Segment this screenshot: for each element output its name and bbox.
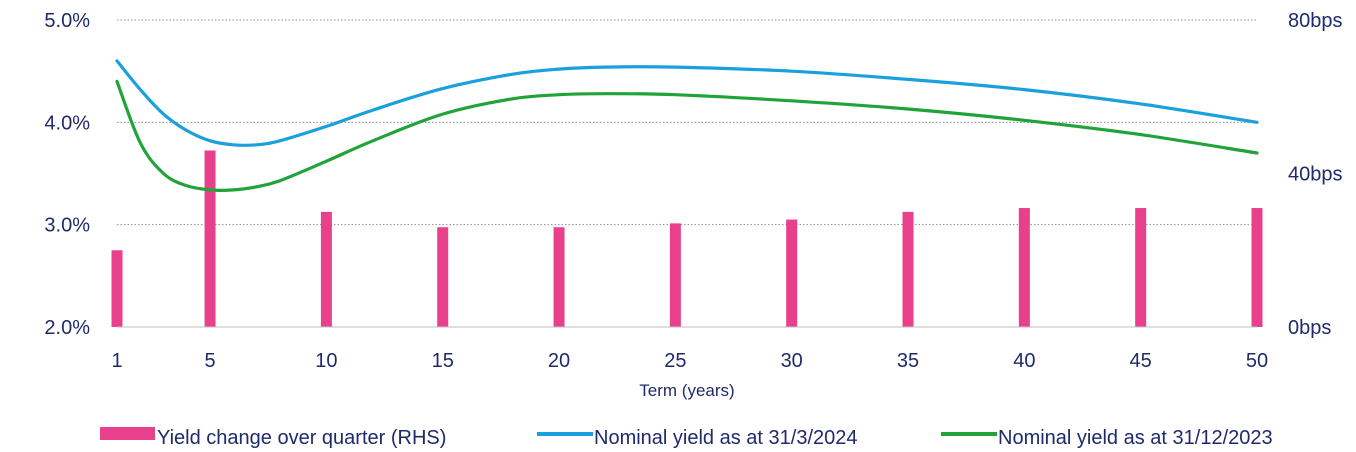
line-2024 bbox=[115, 59, 1259, 147]
gridlines bbox=[117, 19, 1257, 226]
bar bbox=[204, 150, 216, 327]
legend-label-line-2024: Nominal yield as at 31/3/2024 bbox=[594, 427, 858, 449]
left-tick-label: 5.0% bbox=[44, 10, 90, 32]
line-2023 bbox=[115, 79, 1259, 192]
x-tick-label: 5 bbox=[204, 350, 215, 372]
x-axis-ticks: 1 5 10 15 20 25 30 35 40 45 50 bbox=[111, 350, 1268, 372]
bar bbox=[786, 219, 798, 327]
left-tick-label: 2.0% bbox=[44, 317, 90, 339]
bar bbox=[669, 223, 681, 327]
legend: Yield change over quarter (RHS) Nominal … bbox=[100, 427, 1273, 449]
bar-series bbox=[111, 150, 1263, 327]
x-tick-label: 15 bbox=[432, 350, 454, 372]
x-tick-label: 30 bbox=[781, 350, 803, 372]
x-tick-label: 10 bbox=[315, 350, 337, 372]
left-axis-ticks: 2.0% 3.0% 4.0% 5.0% bbox=[44, 10, 90, 339]
x-axis-title: Term (years) bbox=[639, 381, 734, 400]
legend-label-bars: Yield change over quarter (RHS) bbox=[157, 427, 446, 449]
legend-item-bars: Yield change over quarter (RHS) bbox=[100, 427, 446, 449]
right-tick-label: 80bps bbox=[1288, 10, 1343, 32]
legend-item-line-2023: Nominal yield as at 31/12/2023 bbox=[941, 427, 1273, 449]
x-tick-label: 25 bbox=[664, 350, 686, 372]
bar bbox=[320, 211, 332, 327]
bar bbox=[553, 227, 565, 327]
x-tick-label: 50 bbox=[1246, 350, 1268, 372]
bar bbox=[1018, 208, 1030, 327]
x-tick-label: 40 bbox=[1013, 350, 1035, 372]
line-series bbox=[115, 59, 1259, 192]
bar bbox=[437, 227, 449, 327]
bar bbox=[111, 250, 123, 327]
bar bbox=[1135, 208, 1147, 327]
right-tick-label: 40bps bbox=[1288, 164, 1343, 186]
x-tick-label: 1 bbox=[111, 350, 122, 372]
left-tick-label: 4.0% bbox=[44, 112, 90, 134]
x-tick-label: 20 bbox=[548, 350, 570, 372]
right-tick-label: 0bps bbox=[1288, 317, 1331, 339]
legend-item-line-2024: Nominal yield as at 31/3/2024 bbox=[537, 427, 858, 449]
bar bbox=[1251, 208, 1263, 327]
left-tick-label: 3.0% bbox=[44, 215, 90, 237]
x-tick-label: 35 bbox=[897, 350, 919, 372]
right-axis-ticks: 0bps 40bps 80bps bbox=[1288, 10, 1343, 339]
legend-label-line-2023: Nominal yield as at 31/12/2023 bbox=[998, 427, 1273, 449]
bar bbox=[902, 211, 914, 327]
legend-swatch-bars bbox=[100, 427, 155, 440]
x-tick-label: 45 bbox=[1130, 350, 1152, 372]
